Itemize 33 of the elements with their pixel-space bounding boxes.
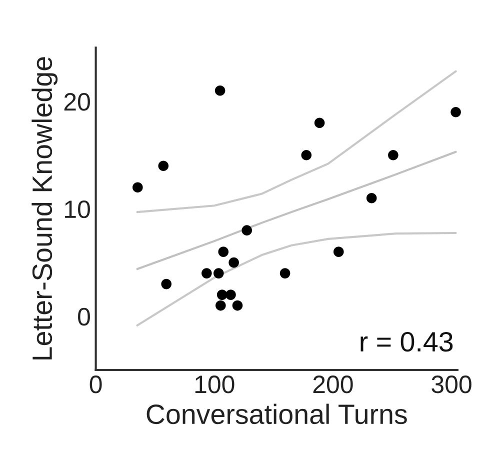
point <box>216 290 228 300</box>
annotation: r = 0.43 <box>360 332 453 352</box>
line-series <box>136 70 457 214</box>
y-tick-label: 0 <box>78 308 90 326</box>
point <box>301 150 312 160</box>
point <box>218 246 229 257</box>
point <box>226 290 236 300</box>
point <box>232 300 243 311</box>
point <box>216 300 226 311</box>
x-tick-label: 0 <box>90 376 102 394</box>
point <box>228 257 239 268</box>
line-series <box>136 150 457 270</box>
point <box>388 150 398 160</box>
point <box>280 268 290 278</box>
x-tick-label: 200 <box>313 376 353 394</box>
y-tick-label: 10 <box>65 200 90 218</box>
point <box>132 182 143 192</box>
point <box>158 160 169 172</box>
line-series <box>136 232 457 326</box>
point <box>333 246 344 257</box>
point <box>161 278 172 290</box>
x-tick-label: 300 <box>432 376 472 394</box>
point <box>242 225 252 236</box>
point <box>366 192 377 204</box>
x-tick-label: 100 <box>195 376 234 394</box>
point <box>202 268 212 278</box>
y-axis-title: Letter-Sound Knowledge <box>32 57 58 360</box>
point <box>314 118 325 128</box>
y-tick-label: 20 <box>64 92 90 111</box>
point <box>213 268 224 278</box>
point <box>214 86 226 96</box>
point <box>450 106 461 118</box>
x-axis-title: Conversational Turns <box>146 404 407 424</box>
